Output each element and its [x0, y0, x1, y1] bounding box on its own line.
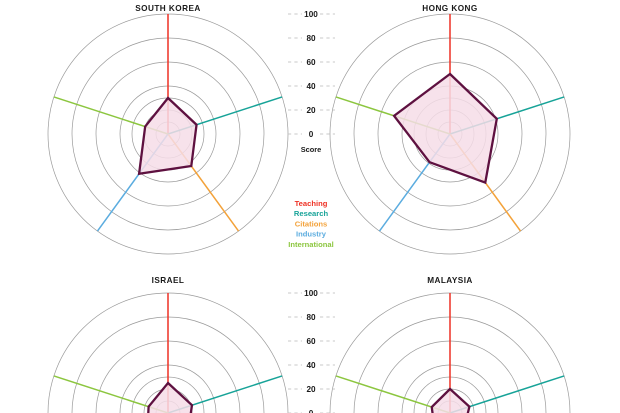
radar-panel-south-korea: SOUTH KOREA	[47, 4, 289, 255]
chart-title: MALAYSIA	[427, 276, 473, 285]
data-polygon	[392, 72, 499, 185]
radar-panel-malaysia: MALAYSIA	[329, 276, 571, 413]
data-polygon	[430, 387, 471, 413]
data-polygon	[137, 96, 198, 176]
chart-title: SOUTH KOREA	[135, 4, 200, 13]
legend-item-citations: Citations	[295, 219, 328, 228]
score-axis-label: Score	[301, 145, 322, 154]
tick-label-40: 40	[306, 82, 316, 91]
tick-label-40: 40	[306, 361, 316, 370]
tick-label-100: 100	[304, 10, 318, 19]
score-axis-bottom: 100 80 60 40 20 0	[288, 289, 335, 413]
tick-label-80: 80	[306, 34, 316, 43]
tick-label-60: 60	[306, 337, 316, 346]
legend-item-research: Research	[294, 209, 329, 218]
radar-panel-israel: ISRAEL	[47, 276, 289, 413]
chart-title: ISRAEL	[152, 276, 185, 285]
tick-label-80: 80	[306, 313, 316, 322]
data-polygon	[147, 381, 194, 413]
legend-item-industry: Industry	[296, 230, 327, 239]
score-axis-top: 100 80 60 40 20 0 Score	[288, 10, 335, 154]
tick-label-0: 0	[309, 409, 314, 413]
tick-label-0: 0	[309, 130, 314, 139]
legend-item-international: International	[288, 240, 334, 249]
chart-title: HONG KONG	[422, 4, 477, 13]
tick-label-60: 60	[306, 58, 316, 67]
tick-label-20: 20	[306, 106, 316, 115]
tick-label-20: 20	[306, 385, 316, 394]
legend-item-teaching: Teaching	[295, 199, 328, 208]
tick-label-100: 100	[304, 289, 318, 298]
radar-panel-hong-kong: HONG KONG	[329, 4, 571, 255]
